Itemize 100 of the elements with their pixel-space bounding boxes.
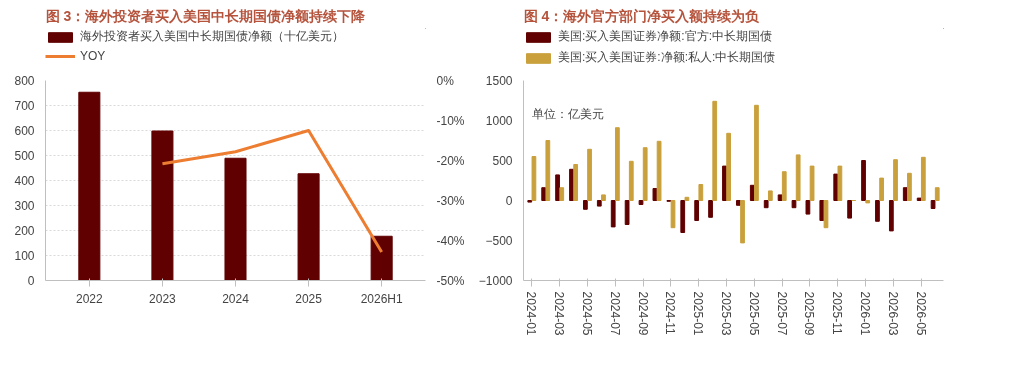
y-tick-label: 100 (14, 249, 35, 263)
x-tick-label: 2026H1 (360, 291, 403, 306)
y2-tick-label: -30% (436, 193, 465, 208)
bar (224, 157, 247, 281)
x-tick-label: 2025-11 (830, 291, 845, 335)
bar (823, 200, 829, 229)
line-series (160, 129, 384, 254)
bar (934, 187, 940, 201)
bar (628, 160, 634, 201)
bar (559, 187, 565, 201)
bar (809, 165, 815, 201)
bar (879, 177, 884, 201)
bar (712, 100, 718, 201)
y-tick-label: −500 (485, 234, 513, 248)
chart-title: 图 3：海外投资者买入美国中长期国债净额持续下降 (45, 7, 367, 24)
bar (652, 188, 658, 201)
bar (151, 130, 174, 281)
y-tick-label: 700 (14, 99, 35, 113)
y-tick-label: 1000 (485, 114, 513, 128)
bar (684, 196, 690, 201)
y2-tick-label: -10% (436, 113, 465, 128)
x-tick-label: 2025-01 (691, 291, 706, 336)
y-tick-label: 800 (14, 74, 35, 88)
legend-label: 美国:买入美国证券净额:官方:中长期国债 (558, 28, 773, 45)
bar (601, 194, 606, 201)
x-tick-label: 2025-03 (719, 291, 734, 336)
bar (763, 200, 769, 209)
bar (888, 200, 894, 232)
x-tick-label: 2024-05 (579, 291, 594, 336)
x-tick-label: 2025-07 (774, 291, 789, 336)
bar (615, 127, 620, 201)
chart-title: 图 4：海外官方部门净买入额持续为负 (523, 7, 761, 24)
x-tick-label: 2025-09 (802, 291, 817, 336)
bar (708, 200, 713, 218)
bar (865, 200, 871, 204)
x-tick-label: 2026-01 (858, 291, 873, 336)
bar (694, 200, 700, 221)
x-tick-label: 2024-11 (663, 291, 678, 335)
y2-tick-label: -20% (436, 153, 465, 168)
x-tick-label: 2024-07 (607, 291, 622, 336)
y-tick-label: 400 (14, 174, 35, 188)
bar (680, 200, 686, 233)
bar (907, 172, 912, 201)
x-tick-label: 2024-03 (552, 291, 567, 336)
legend-label: 美国:买入美国证券:净额:私人:中长期国债 (558, 49, 776, 66)
x-tick-label: 2026-03 (885, 291, 900, 336)
bar (795, 154, 801, 201)
bar (837, 165, 843, 201)
y-tick-label: 500 (14, 149, 35, 163)
x-tick-label: 2025-05 (746, 291, 761, 336)
bar (545, 140, 551, 201)
bar (767, 190, 773, 201)
y2-tick-label: -50% (436, 273, 465, 288)
bar (555, 174, 560, 201)
y2-tick-label: -40% (436, 233, 465, 248)
x-tick-label: 2024 (222, 291, 250, 306)
bar (726, 132, 732, 201)
x-tick-label: 2024-01 (524, 291, 539, 336)
bar (656, 140, 662, 201)
legend-label: YOY (80, 49, 106, 63)
bar (297, 173, 320, 281)
bar (573, 164, 579, 201)
x-tick-label: 2022 (76, 291, 104, 306)
y2-tick-label: 0% (436, 73, 455, 88)
bar (920, 156, 926, 201)
bar (930, 200, 936, 209)
bar (754, 104, 759, 201)
bar (583, 200, 588, 210)
x-tick-label: 2026-05 (913, 291, 928, 336)
bar (638, 200, 644, 205)
x-tick-label: 2025 (295, 291, 323, 306)
bar (670, 200, 676, 229)
bar (777, 194, 783, 201)
bar (893, 159, 898, 201)
y-tick-label: −1000 (478, 274, 513, 288)
bar (805, 200, 811, 215)
annotation: 单位：亿美元 (531, 106, 604, 121)
bar (587, 148, 592, 201)
x-tick-label: 2023 (149, 291, 177, 306)
bar (861, 160, 866, 201)
bar (370, 235, 393, 281)
bar (624, 200, 630, 225)
y-tick-label: 500 (492, 154, 513, 168)
y-tick-label: 300 (14, 199, 35, 213)
bar (698, 184, 704, 201)
bar (847, 200, 852, 219)
bar (791, 200, 797, 209)
bar (610, 200, 616, 228)
bar (78, 91, 101, 281)
x-tick-label: 2024-09 (635, 291, 650, 336)
y-tick-label: 0 (505, 194, 513, 208)
bar (596, 200, 602, 207)
bar (642, 147, 648, 201)
y-tick-label: 600 (14, 124, 35, 138)
bar (531, 156, 537, 201)
bar (875, 200, 880, 222)
y-tick-label: 1500 (485, 74, 513, 88)
y-tick-label: 200 (14, 224, 35, 238)
bar (916, 197, 922, 201)
bar (781, 171, 787, 201)
